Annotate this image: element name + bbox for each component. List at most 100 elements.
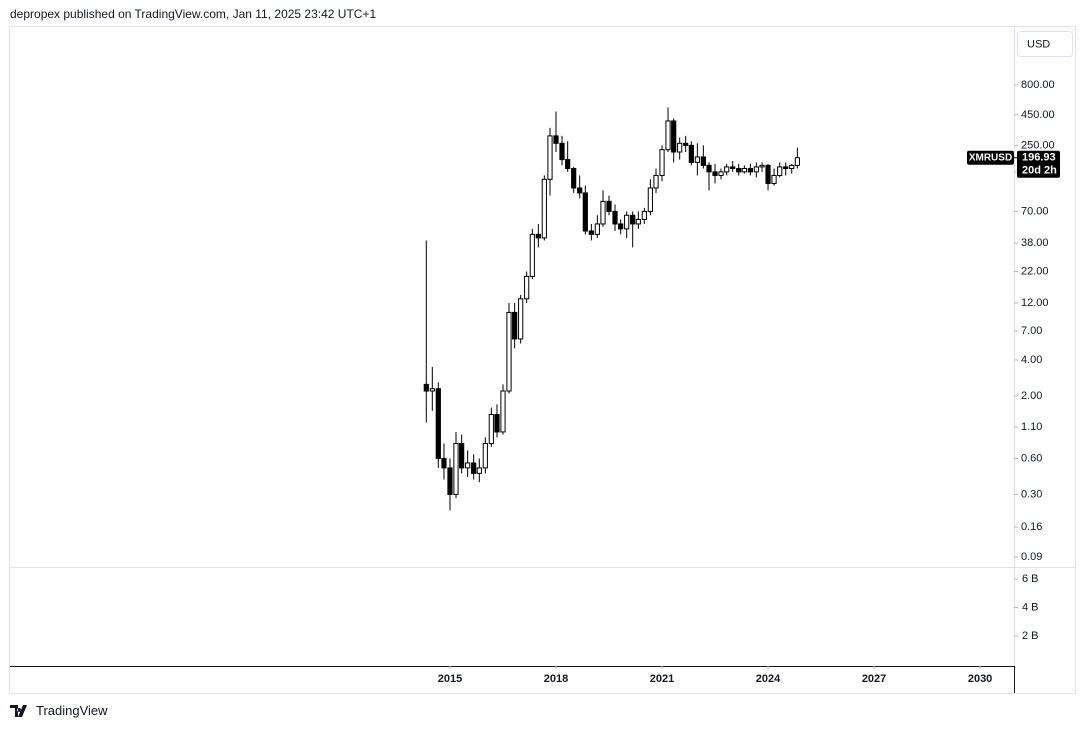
- candle-body: [706, 164, 712, 173]
- y-tick-label: 1.10: [1021, 421, 1042, 433]
- candle-body: [582, 192, 588, 232]
- candle-body: [794, 157, 800, 166]
- candle-body: [641, 210, 647, 220]
- candle-body: [453, 443, 459, 495]
- candle-body: [518, 298, 524, 340]
- candle-body: [541, 178, 547, 239]
- candle-body: [683, 142, 689, 146]
- candle-body: [612, 210, 618, 225]
- currency-label: USD: [1027, 38, 1050, 50]
- candle-body: [535, 233, 541, 239]
- symbol-label: XMRUSD: [969, 152, 1012, 163]
- candle-body: [476, 467, 482, 474]
- y-tick-label: 800.00: [1021, 79, 1055, 91]
- candle-body: [441, 457, 447, 469]
- y-tick-label: 0.16: [1021, 521, 1042, 533]
- candle-body: [488, 413, 494, 445]
- symbol-tag: [967, 150, 1014, 165]
- countdown-label: 20d 2h: [1022, 165, 1057, 177]
- y-tick-label: 70.00: [1021, 205, 1049, 217]
- y-tick-label: 12.00: [1021, 297, 1049, 309]
- x-tick-label: 2021: [650, 673, 674, 685]
- candle-body: [665, 120, 671, 151]
- x-tick-label: 2030: [968, 673, 992, 685]
- currency-button[interactable]: [1017, 31, 1073, 57]
- candle-body: [524, 275, 530, 300]
- footer: TradingView: [10, 703, 108, 718]
- candle-body: [594, 223, 600, 235]
- candle-body: [571, 168, 577, 189]
- candle-body: [471, 462, 477, 474]
- x-tick-label: 2018: [544, 673, 568, 685]
- candle-body: [653, 174, 659, 189]
- candle-body: [588, 230, 594, 235]
- candle-body: [559, 142, 565, 161]
- candle-body: [765, 164, 771, 184]
- y-tick-label: 0.09: [1021, 551, 1042, 563]
- candle-body: [730, 166, 736, 170]
- candle-body: [677, 142, 683, 153]
- x-tick-label: 2027: [862, 673, 886, 685]
- candle-body: [694, 156, 700, 163]
- candle-body: [600, 200, 606, 225]
- candle-body: [553, 135, 559, 144]
- chart-frame: [9, 26, 1076, 694]
- y-tick-label: 38.00: [1021, 237, 1049, 249]
- candle-body: [630, 214, 636, 225]
- volume-tick-label: 4 B: [1022, 601, 1039, 613]
- candle-body: [753, 166, 759, 173]
- candle-body: [529, 233, 535, 277]
- x-tick-label: 2015: [438, 673, 462, 685]
- candle-body: [494, 413, 500, 433]
- candle-body: [718, 171, 724, 176]
- candle-body: [635, 218, 641, 225]
- candle-body: [712, 171, 718, 176]
- candle-body: [618, 223, 624, 230]
- volume-tick-label: 6 B: [1022, 573, 1039, 585]
- candle-body: [759, 164, 765, 168]
- candle-body: [747, 168, 753, 173]
- candle-body: [606, 200, 612, 212]
- candle-body: [482, 443, 488, 469]
- candle-body: [506, 311, 512, 392]
- last-price-tag: [1017, 150, 1060, 178]
- candle-body: [500, 390, 506, 433]
- candle-body: [688, 144, 694, 163]
- y-tick-label: 450.00: [1021, 109, 1055, 121]
- candle-body: [565, 159, 571, 170]
- y-tick-label: 4.00: [1021, 354, 1042, 366]
- candle-body: [435, 388, 441, 459]
- candle-body: [783, 166, 789, 170]
- candle-body: [547, 135, 553, 180]
- y-tick-label: 0.60: [1021, 452, 1042, 464]
- candle-body: [577, 187, 583, 194]
- y-tick-label: 22.00: [1021, 265, 1049, 277]
- candle-body: [789, 164, 795, 170]
- y-tick-label: 0.30: [1021, 488, 1042, 500]
- x-tick-label: 2024: [756, 673, 781, 685]
- candle-body: [736, 168, 742, 173]
- publish-info: depropex published on TradingView.com, J…: [10, 7, 377, 21]
- y-tick-label: 2.00: [1021, 390, 1042, 402]
- footer-brand: TradingView: [36, 703, 108, 718]
- candle-body: [771, 174, 777, 184]
- candle-body: [423, 383, 429, 392]
- candle-body: [624, 214, 630, 230]
- candle-body: [512, 311, 518, 340]
- candle-body: [429, 388, 435, 392]
- tv-logo: [10, 704, 27, 717]
- y-tick-label: 250.00: [1021, 139, 1055, 151]
- candle-body: [647, 187, 653, 212]
- volume-tick-label: 2 B: [1022, 630, 1039, 642]
- candle-body: [465, 462, 471, 469]
- candle-body: [741, 168, 747, 173]
- candle-body: [659, 149, 665, 176]
- candle-body: [724, 166, 730, 173]
- candle-body: [777, 166, 783, 176]
- candle-body: [671, 120, 677, 153]
- candle-body: [447, 467, 453, 495]
- last-price-label: 196.93: [1022, 152, 1056, 164]
- candle-body: [700, 156, 706, 166]
